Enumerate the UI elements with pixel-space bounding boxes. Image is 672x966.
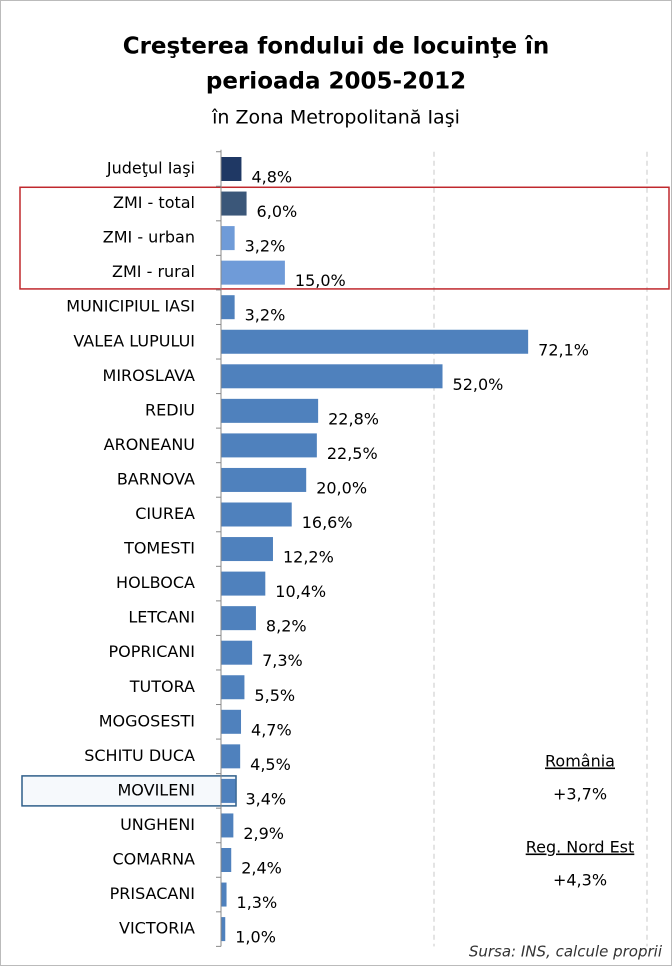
y-tick-label: BARNOVA [117,469,195,488]
y-tick-label: TUTORA [129,677,195,696]
bar [221,537,273,562]
annotation-value: +3,7% [553,785,607,804]
bar [221,467,307,492]
y-tick-label: ZMI - urban [103,228,195,247]
y-tick-label: HOLBOCA [116,573,195,592]
bar [221,606,256,631]
data-label: 4,8% [251,168,292,187]
y-tick-label: PRISACANI [110,884,195,903]
y-tick-label: SCHITU DUCA [84,746,195,765]
data-label: 7,3% [262,651,303,670]
data-label: 1,0% [235,928,276,947]
bar [221,260,285,285]
highlight-box [21,775,237,807]
y-tick-label: REDIU [145,400,195,419]
chart-title: Creşterea fondului de locuinţe în [123,34,550,60]
bar [221,571,266,596]
data-label: 10,4% [275,582,326,601]
annotation-title: România [545,752,615,771]
bar [221,502,292,527]
bar [221,295,235,320]
data-label: 4,7% [251,720,292,739]
y-tick-label: TOMESTI [123,539,195,558]
y-tick-label: MIROSLAVA [103,366,196,385]
data-label: 8,2% [266,617,307,636]
bar [221,364,443,389]
highlight-box [19,186,670,290]
y-tick-label: ZMI - total [113,193,195,212]
data-label: 22,5% [327,444,378,463]
y-tick-label: LETCANI [128,608,195,627]
data-label: 2,4% [241,859,282,878]
data-label: 1,3% [237,893,278,912]
chart-title: perioada 2005-2012 [206,69,466,95]
bar [221,882,227,907]
y-tick-label: ZMI - rural [112,262,195,281]
y-tick-label: COMARNA [112,850,195,869]
annotation-title: Reg. Nord Est [526,838,635,857]
y-tick-label: POPRICANI [108,642,195,661]
y-tick-label: MOGOSESTI [99,711,195,730]
y-tick-label: VALEA LUPULUI [73,331,195,350]
data-label: 3,2% [245,237,286,256]
bar [221,329,529,354]
y-tick-label: ARONEANU [104,435,195,454]
annotation-value: +4,3% [553,871,607,890]
bar [221,675,245,700]
data-label: 15,0% [295,271,346,290]
data-label: 4,5% [250,755,291,774]
y-tick-label: MUNICIPIUL IASI [66,297,195,316]
bar [221,848,232,872]
data-label: 22,8% [328,409,379,428]
chart-subtitle: în Zona Metropolitană Iaşi [211,107,460,129]
bar [221,157,242,181]
data-label: 12,2% [283,548,334,567]
data-label: 2,9% [243,824,284,843]
data-label: 3,2% [245,306,286,325]
data-label: 16,6% [302,513,353,532]
bar [221,778,236,803]
y-tick-label: MOVILENI [118,780,196,799]
y-tick-label: VICTORIA [119,919,195,938]
y-tick-label: CIUREA [135,504,195,523]
bar [221,640,253,665]
y-tick-label: Judeţul Iaşi [106,159,195,178]
data-label: 72,1% [538,340,589,359]
data-label: 5,5% [254,686,295,705]
source: Sursa: INS, calcule proprii [469,943,663,961]
bar [221,813,234,838]
data-label: 6,0% [257,202,298,221]
data-label: 52,0% [453,375,504,394]
bar [221,398,319,423]
bar [221,744,241,769]
bar [221,433,317,458]
bar [221,191,247,216]
bar [221,917,226,942]
data-label: 3,4% [245,789,286,808]
data-label: 20,0% [316,478,367,497]
bar [221,226,235,251]
y-tick-label: UNGHENI [120,815,195,834]
bar [221,709,242,734]
